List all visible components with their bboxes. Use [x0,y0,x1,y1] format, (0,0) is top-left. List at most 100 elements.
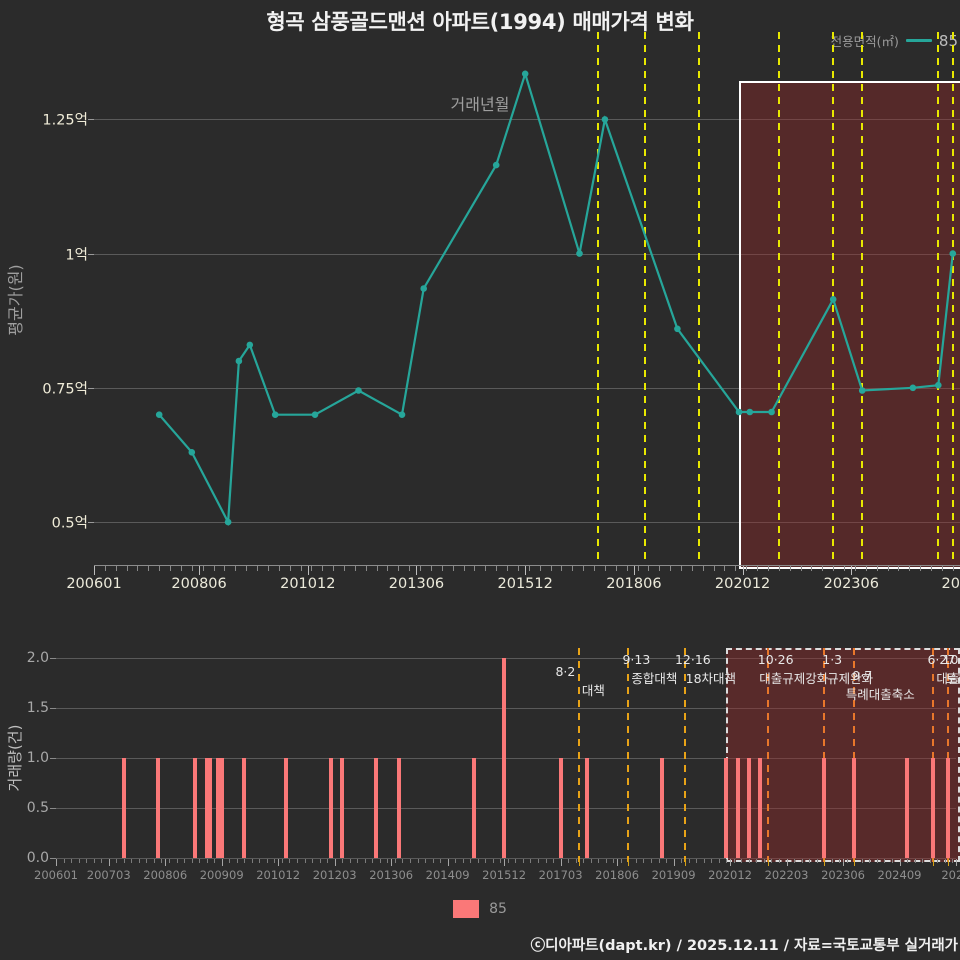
axis-tick [440,859,442,863]
volume-bar[interactable] [208,758,213,858]
data-point[interactable] [949,250,957,257]
volume-y-tick-mark [50,858,56,859]
axis-tick [861,859,863,863]
axis-tick [931,566,932,571]
data-point[interactable] [492,161,500,169]
volume-bar[interactable] [328,758,333,858]
volume-bar[interactable] [660,758,665,858]
axis-tick [441,566,443,571]
data-point[interactable] [521,70,529,78]
axis-tick [839,859,841,863]
volume-bar[interactable] [193,758,198,858]
axis-tick [455,859,457,863]
data-point[interactable] [188,449,196,456]
data-point[interactable] [829,296,837,303]
axis-tick-major [165,859,167,866]
main-gridline [94,253,960,255]
axis-tick [941,566,943,571]
volume-bar[interactable] [471,758,476,858]
volume-bar[interactable] [735,758,740,858]
volume-bar[interactable] [219,758,224,858]
axis-tick [289,566,291,571]
volume-bar[interactable] [374,758,379,858]
data-point[interactable] [355,387,362,394]
axis-tick [236,859,238,863]
data-point[interactable] [858,387,866,394]
volume-bar[interactable] [758,758,763,858]
volume-x-tick-label: 201909 [651,868,696,882]
axis-tick [259,859,261,863]
axis-tick [844,566,846,571]
data-point[interactable] [271,411,279,419]
data-point[interactable] [420,285,428,292]
volume-x-tick-label: 200601 [34,868,78,882]
axis-tick [180,566,182,571]
volume-bar[interactable] [905,758,910,858]
volume-bar[interactable] [215,758,220,858]
data-point[interactable] [674,325,681,333]
data-point[interactable] [768,408,775,416]
axis-tick [735,566,737,571]
volume-bar[interactable] [502,658,507,858]
axis-tick [538,859,539,863]
data-point[interactable] [398,411,406,419]
axis-tick [711,859,713,863]
main-x-tick-label: 201806 [606,576,662,592]
volume-bar[interactable] [746,758,751,858]
volume-bar[interactable] [242,758,247,858]
axis-tick [409,859,411,863]
axis-tick [474,566,476,571]
axis-tick [430,566,432,571]
data-point[interactable] [746,408,754,416]
policy-marker-line [698,32,701,565]
data-point[interactable] [155,411,163,419]
main-x-tick-label: 201012 [280,576,336,592]
axis-tick [372,859,374,863]
legend-bottom-label: 85 [489,901,507,917]
volume-bar[interactable] [558,758,563,858]
volume-bar[interactable] [204,758,209,858]
policy-name-label: 대출규제 [936,671,960,686]
axis-tick [561,566,563,571]
axis-tick [365,566,367,571]
data-point[interactable] [601,116,609,123]
volume-bar[interactable] [155,758,160,858]
axis-tick [568,859,570,863]
volume-bar[interactable] [396,758,401,858]
main-x-tick-label: 201512 [497,576,553,592]
axis-tick [235,566,237,571]
axis-tick [952,566,954,571]
volume-bar[interactable] [822,758,827,858]
volume-bar[interactable] [283,758,288,858]
volume-bar[interactable] [852,758,857,858]
data-point[interactable] [235,357,243,365]
data-point[interactable] [576,250,583,257]
price-series [155,70,957,527]
data-point[interactable] [224,518,232,526]
data-point[interactable] [735,408,743,416]
axis-tick [748,859,750,863]
policy-marker-line [627,648,630,862]
axis-tick [884,859,886,863]
volume-bar[interactable] [121,758,126,858]
volume-bar[interactable] [931,758,936,858]
data-point[interactable] [246,341,254,349]
data-point[interactable] [935,381,942,389]
axis-tick [206,859,208,863]
volume-bar[interactable] [946,758,951,858]
axis-tick [869,859,871,863]
axis-tick [615,566,617,571]
axis-tick [779,859,780,863]
volume-bar[interactable] [724,758,729,858]
volume-bar[interactable] [584,758,589,858]
legend-line-swatch [905,39,932,42]
axis-tick [604,566,606,571]
volume-x-tick-label: 202012 [708,868,752,882]
policy-axis-tick [684,859,686,866]
axis-tick [278,566,280,571]
legend-top-label: 전용면적(㎡) [830,34,899,49]
volume-bar[interactable] [340,758,345,858]
data-point[interactable] [909,384,917,392]
axis-tick [696,859,698,863]
data-point[interactable] [311,411,319,419]
